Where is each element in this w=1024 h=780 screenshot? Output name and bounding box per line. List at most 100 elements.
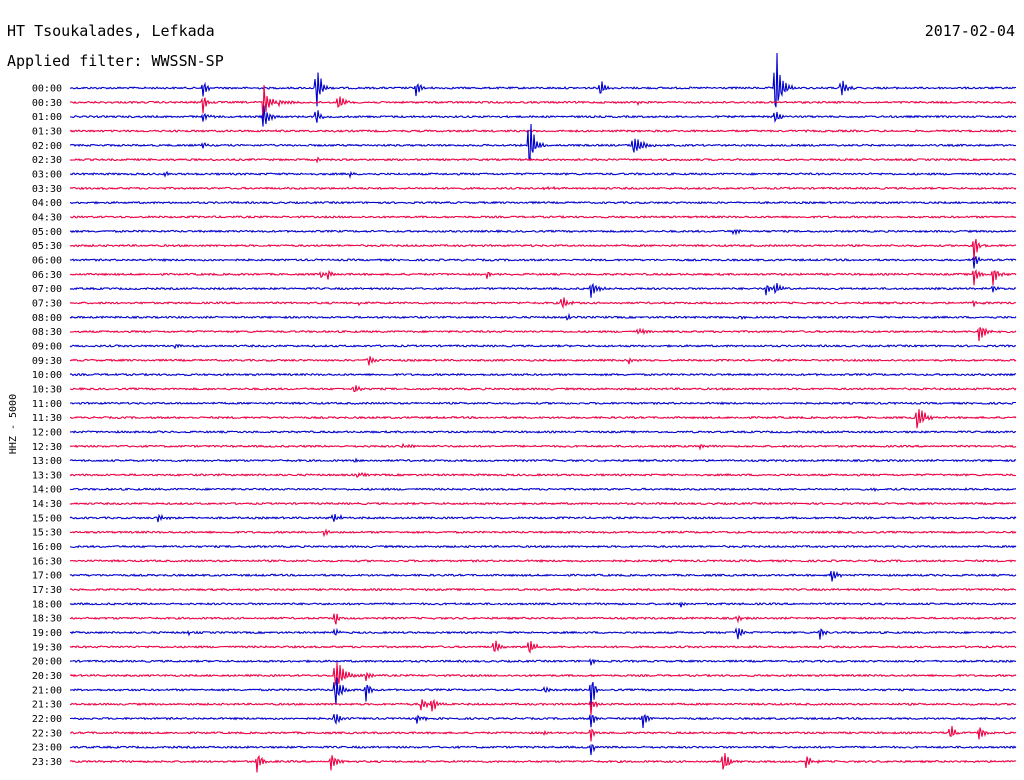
row-time-label: 14:00 [32,485,62,496]
seismic-trace [69,200,1017,205]
row-time-label: 00:30 [32,98,62,109]
row-time-label: 10:00 [32,370,62,381]
row-time-label: 07:00 [32,284,62,295]
seismic-trace [69,312,1017,321]
row-time-label: 02:30 [32,155,62,166]
seismic-trace [69,528,1017,538]
row-time-label: 01:00 [32,112,62,123]
row-time-label: 04:30 [32,212,62,223]
seismic-trace [69,105,1017,127]
seismic-trace [69,372,1017,377]
seismic-trace [69,129,1017,133]
seismic-trace [69,52,1016,108]
row-time-label: 09:00 [32,341,62,352]
row-time-label: 13:30 [32,470,62,481]
row-time-label: 11:30 [32,413,62,424]
seismic-trace [69,487,1017,493]
seismic-trace [69,185,1017,191]
seismic-trace [69,601,1017,608]
row-time-label: 09:30 [32,356,62,367]
y-axis-label: HHZ - 5000 [8,394,19,454]
row-time-label: 16:30 [32,556,62,567]
seismic-trace [69,385,1017,393]
row-time-label: 03:30 [32,184,62,195]
row-time-label: 22:00 [32,714,62,725]
seismic-trace [69,85,1017,123]
seismic-trace [69,570,1017,582]
chart-date: 2017-02-04 [925,22,1015,40]
seismic-trace [69,640,1017,654]
row-time-label: 18:30 [32,614,62,625]
row-time-label: 18:00 [32,599,62,610]
seismic-trace [69,327,1017,342]
row-time-label: 17:30 [32,585,62,596]
row-time-label: 08:00 [32,313,62,324]
seismic-trace [69,677,1017,708]
seismic-trace [69,457,1017,463]
seismic-trace [69,282,1017,298]
seismic-trace [69,698,1017,715]
chart-title: HT Tsoukalades, Lefkada [7,22,215,40]
seismic-trace [70,713,1017,729]
row-time-label: 03:00 [32,169,62,180]
seismic-trace [69,613,1017,625]
seismic-trace [70,429,1017,434]
row-time-label: 15:00 [32,513,62,524]
seismic-trace [69,544,1017,549]
seismic-trace [69,343,1017,350]
row-time-label: 22:30 [32,728,62,739]
row-time-label: 14:30 [32,499,62,510]
chart-subtitle: Applied filter: WWSSN-SP [7,52,224,70]
seismic-trace [69,238,1017,261]
row-time-label: 02:00 [32,141,62,152]
seismic-trace [69,753,1017,773]
row-time-label: 06:00 [32,255,62,266]
row-time-label: 06:30 [32,270,62,281]
row-time-label: 20:30 [32,671,62,682]
seismic-trace [70,658,1017,666]
row-time-label: 16:00 [32,542,62,553]
row-time-label: 08:30 [32,327,62,338]
row-time-label: 17:00 [32,571,62,582]
row-time-label: 12:00 [32,427,62,438]
seismic-trace [69,256,1017,269]
row-time-label: 19:30 [32,642,62,653]
seismic-trace [69,726,1017,742]
seismic-trace [69,513,1017,523]
tick-label-group: 00:00 00:30 01:00 01:30 02:00 02:30 03:00 03:30… [32,84,62,769]
row-time-label: 19:00 [32,628,62,639]
seismic-trace [69,501,1017,506]
row-time-label: 15:30 [32,528,62,539]
seismic-trace [69,170,1017,179]
seismic-trace [69,269,1017,286]
row-time-label: 00:00 [32,84,62,95]
seismic-trace [69,123,1017,161]
seismic-trace [69,356,1017,366]
trace-group [69,52,1017,773]
seismic-trace [69,156,1017,164]
row-time-label: 23:00 [32,743,62,754]
seismic-trace [69,558,1017,563]
seismic-trace [69,662,1017,686]
seismic-trace [70,215,1017,219]
seismic-trace [69,409,1017,429]
seismic-trace [69,297,1017,310]
row-time-label: 23:30 [32,757,62,768]
seismic-trace [69,442,1017,451]
row-time-label: 04:00 [32,198,62,209]
row-time-label: 07:30 [32,298,62,309]
seismic-trace [69,626,1017,640]
seismic-trace [69,229,1017,236]
row-time-label: 12:30 [32,442,62,453]
row-time-label: 21:30 [32,700,62,711]
row-time-label: 10:30 [32,384,62,395]
row-time-label: 11:00 [32,399,62,410]
row-time-label: 05:00 [32,227,62,238]
seismic-trace [69,471,1017,478]
row-time-label: 13:00 [32,456,62,467]
row-time-label: 21:00 [32,685,62,696]
seismic-trace [69,587,1017,592]
row-time-label: 05:30 [32,241,62,252]
row-time-label: 20:00 [32,657,62,668]
